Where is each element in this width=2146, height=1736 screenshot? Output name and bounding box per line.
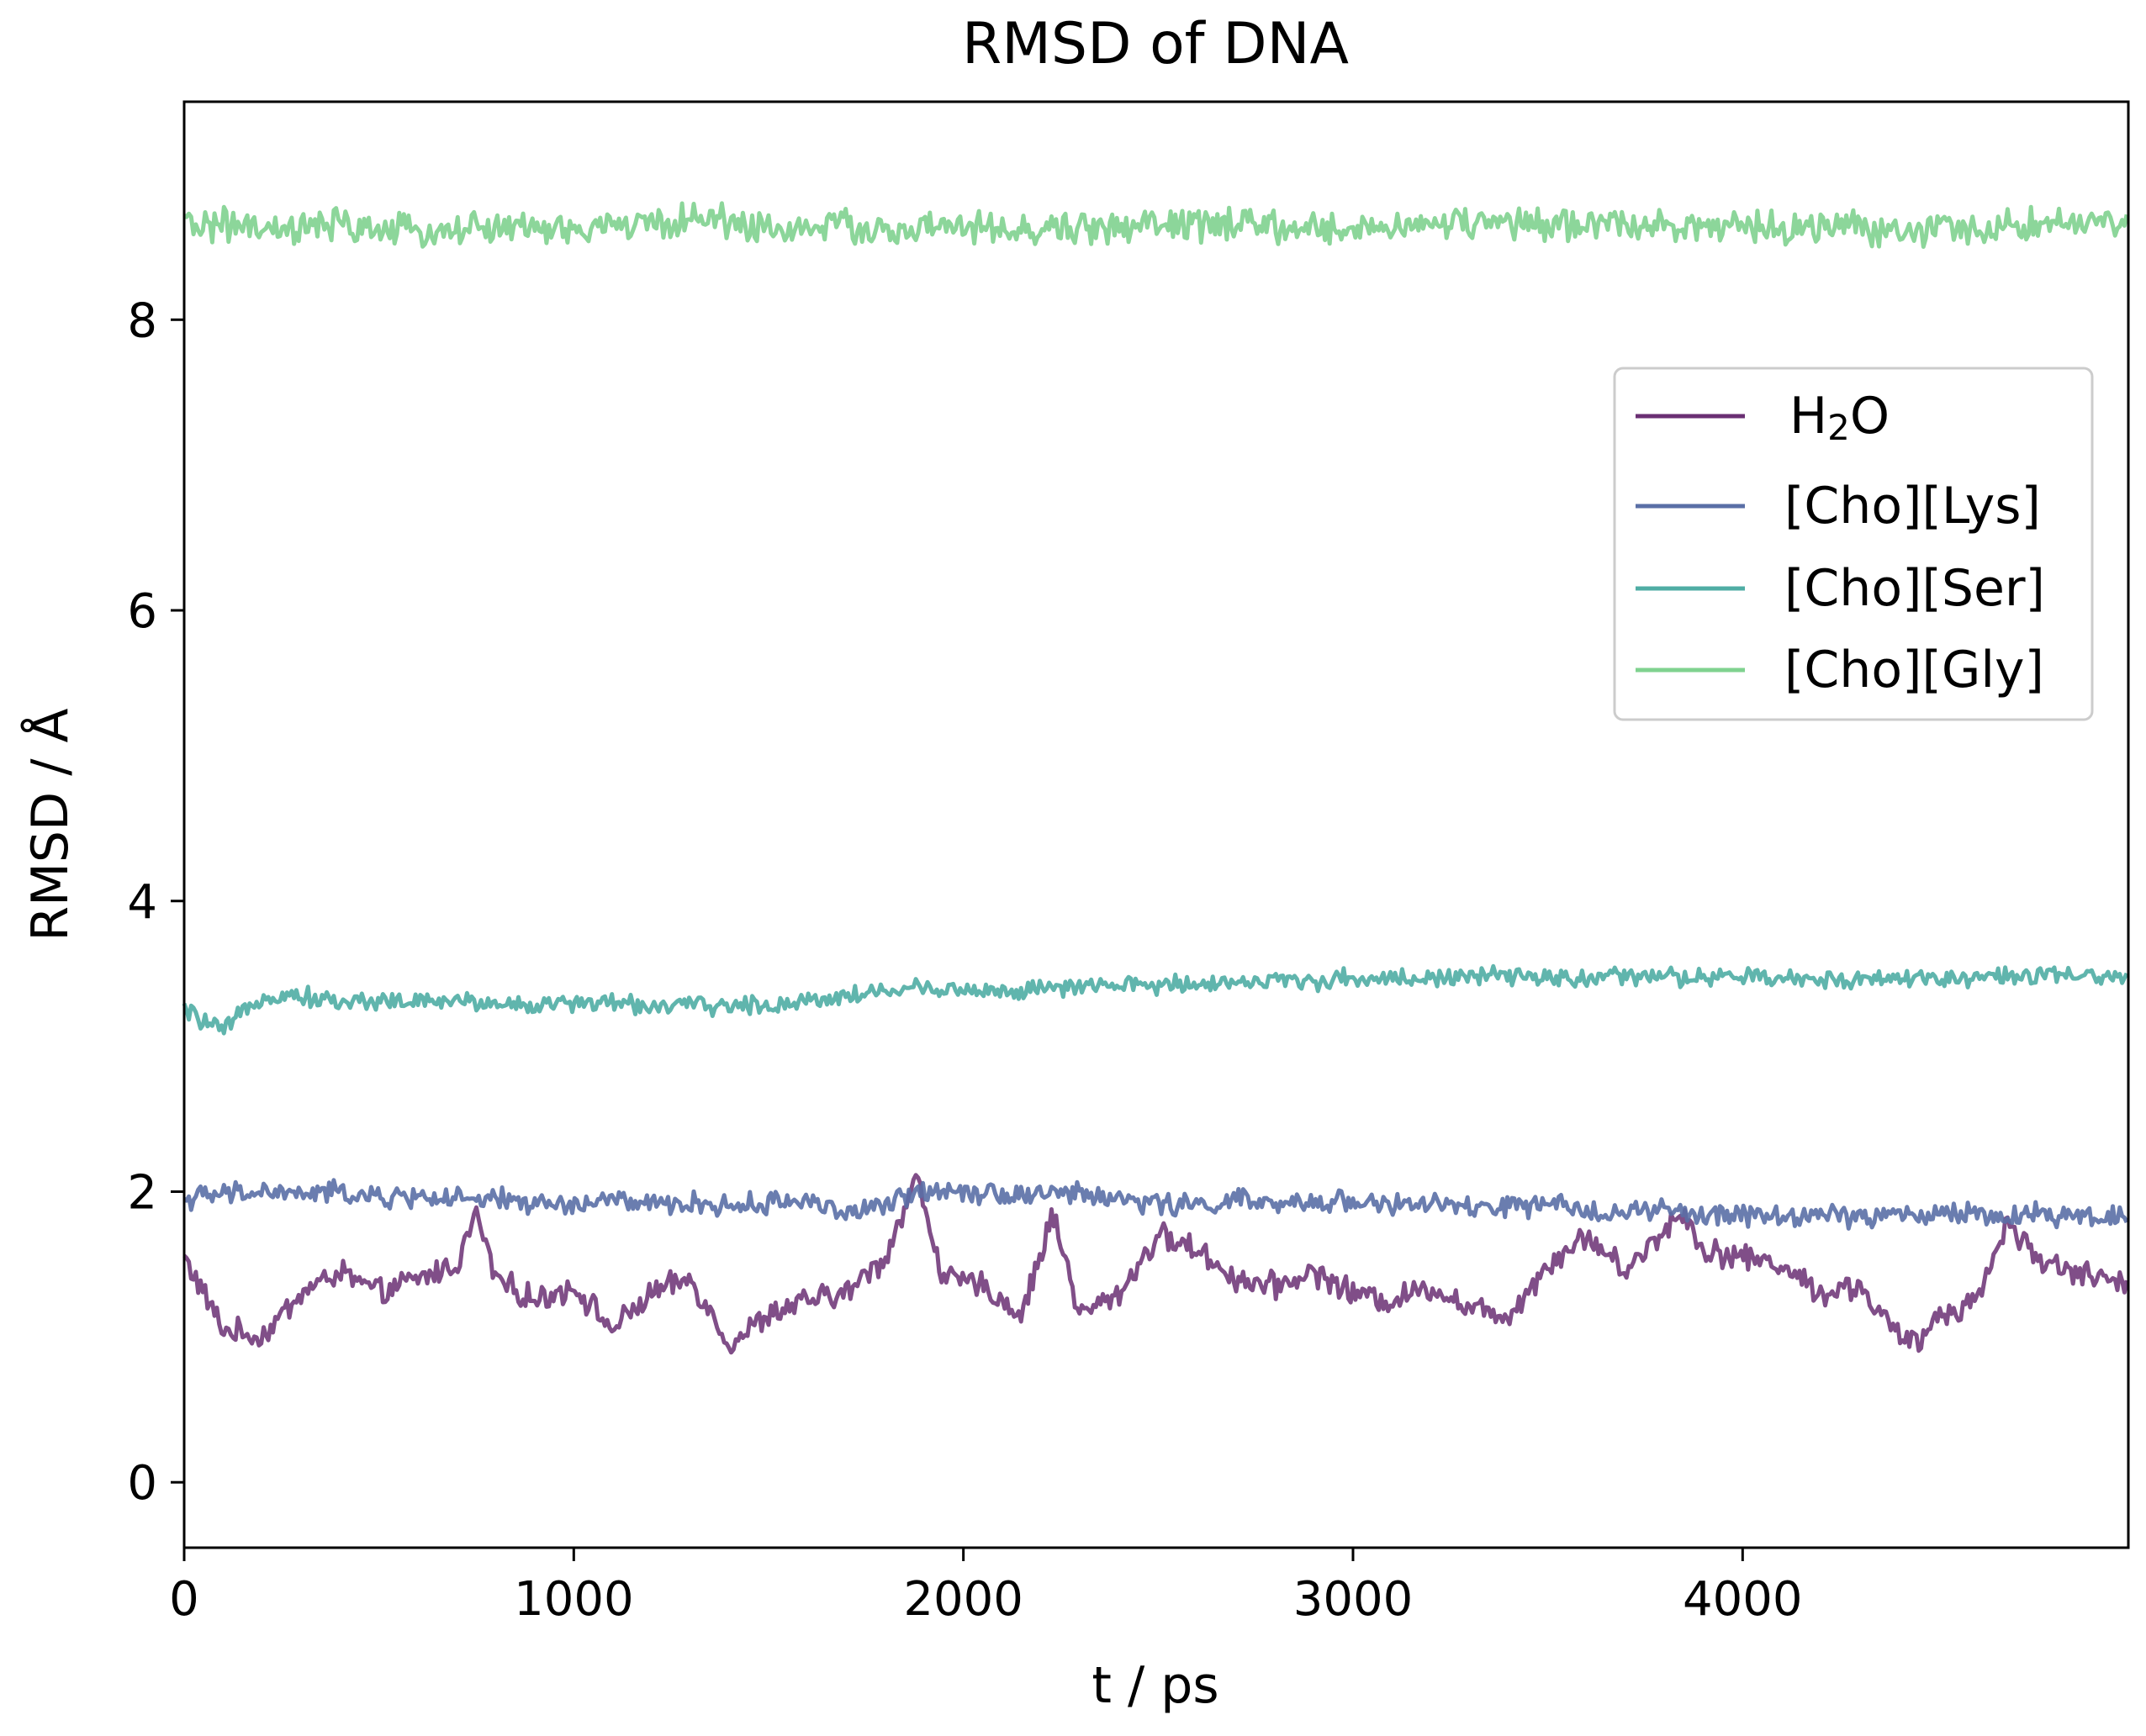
- x-tick-label: 4000: [1683, 1572, 1803, 1627]
- x-tick-label: 1000: [514, 1572, 634, 1627]
- plot-frame: [182, 100, 2130, 1549]
- x-tick-label: 2000: [903, 1572, 1023, 1627]
- y-tick-label: 4: [127, 875, 157, 930]
- legend-box: [1613, 367, 2094, 721]
- y-axis: 0 2 4 6 8: [127, 293, 184, 1511]
- y-tick-label: 2: [127, 1165, 157, 1220]
- series-line-cho-gly: [182, 201, 2129, 249]
- series-line-cho-ser: [182, 963, 2129, 1036]
- chart-title: RMSD of DNA: [962, 11, 1349, 77]
- legend: H2O [Cho][Lys] [Cho][Ser] [Cho][Gly]: [1613, 367, 2094, 721]
- x-axis: 0 1000 2000 3000 4000: [169, 1548, 1803, 1627]
- x-axis-label: t / ps: [1092, 1656, 1218, 1715]
- series-line-cho-lys: [182, 1178, 2129, 1231]
- x-tick-label: 0: [169, 1572, 199, 1627]
- series-line-h-o: [182, 1173, 2129, 1355]
- legend-label-cho-lys: [Cho][Lys]: [1784, 477, 2041, 536]
- legend-label-cho-ser: [Cho][Ser]: [1784, 559, 2045, 618]
- y-tick-label: 6: [127, 584, 157, 639]
- y-axis-label: RMSD / Å: [20, 708, 80, 941]
- y-tick-label: 8: [127, 293, 157, 348]
- y-tick-label: 0: [127, 1456, 157, 1511]
- legend-label-cho-gly: [Cho][Gly]: [1784, 641, 2044, 699]
- x-tick-label: 3000: [1293, 1572, 1414, 1627]
- legend-label-h2o: H2O: [1789, 387, 1890, 448]
- series-layer: [182, 201, 2129, 1355]
